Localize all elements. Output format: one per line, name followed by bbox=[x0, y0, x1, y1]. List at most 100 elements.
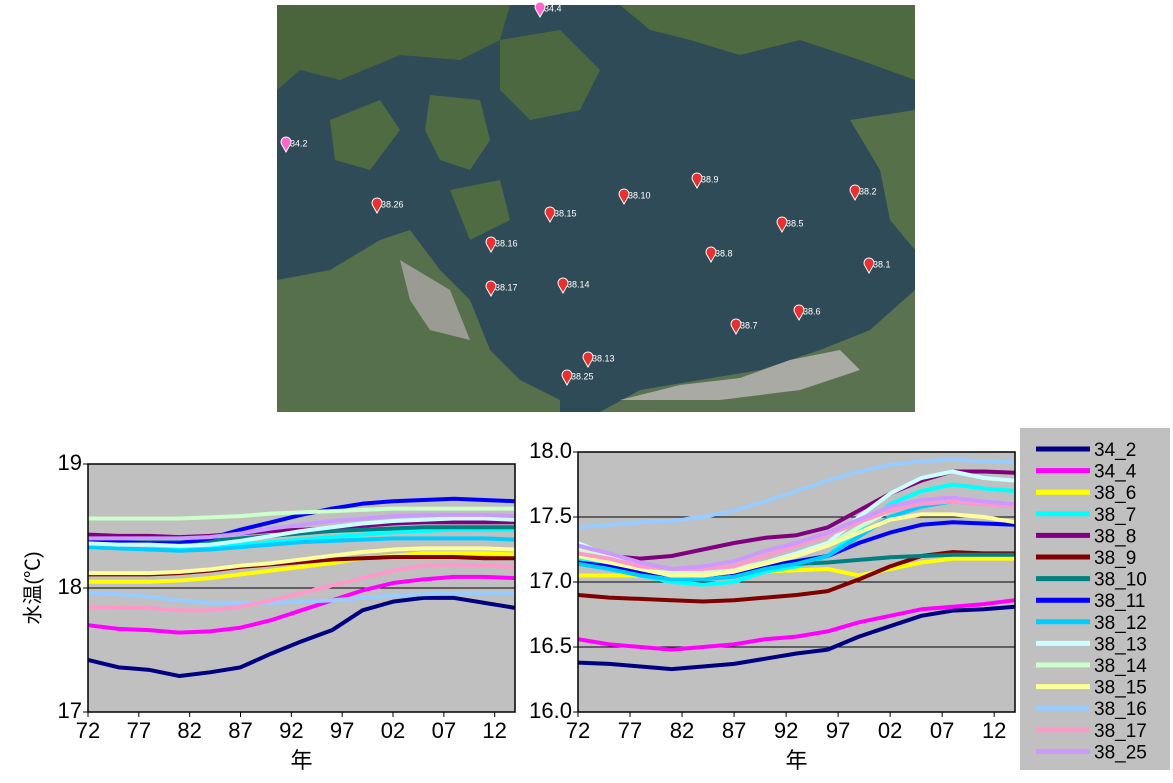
y-tick-label: 17.0 bbox=[529, 568, 572, 593]
island bbox=[425, 95, 490, 170]
map-pin bbox=[776, 216, 788, 234]
legend-label: 38_10 bbox=[1094, 570, 1147, 591]
map-pin bbox=[485, 236, 497, 254]
marker-label: 38.8 bbox=[715, 248, 733, 258]
land bbox=[620, 5, 915, 80]
map-pin bbox=[582, 351, 594, 369]
map-pin bbox=[705, 246, 717, 264]
island bbox=[500, 30, 600, 120]
city bbox=[620, 350, 860, 400]
x-tick-label: 07 bbox=[432, 718, 456, 743]
legend-label: 38_13 bbox=[1094, 634, 1147, 655]
x-tick-label: 12 bbox=[482, 718, 506, 743]
series-line bbox=[88, 546, 516, 576]
legend-label: 38_11 bbox=[1094, 591, 1145, 612]
series-line bbox=[577, 499, 1016, 571]
land bbox=[850, 110, 915, 250]
legend-label: 38_12 bbox=[1094, 613, 1147, 634]
legend-label: 38_9 bbox=[1094, 548, 1136, 569]
marker-label: 38.5 bbox=[786, 218, 804, 228]
legend-label: 38_8 bbox=[1094, 526, 1136, 547]
series-line bbox=[87, 574, 516, 635]
marker-label: 34.4 bbox=[544, 3, 562, 13]
map-pin bbox=[561, 369, 573, 387]
x-tick-label: 77 bbox=[618, 718, 642, 743]
map-pin bbox=[691, 172, 703, 190]
marker-label: 38.15 bbox=[554, 208, 577, 218]
land bbox=[277, 230, 560, 412]
series-line bbox=[577, 495, 1016, 571]
marker-label: 38.10 bbox=[628, 190, 651, 200]
map-pin bbox=[280, 136, 292, 154]
x-tick-label: 87 bbox=[228, 718, 252, 743]
marker-label: 38.17 bbox=[495, 282, 518, 292]
y-tick-label: 17 bbox=[58, 698, 82, 723]
x-tick-label: 77 bbox=[127, 718, 151, 743]
y-tick-label: 18.0 bbox=[529, 438, 572, 463]
x-tick-label: 97 bbox=[826, 718, 850, 743]
y-tick-label: 16.5 bbox=[529, 633, 572, 658]
marker-label: 38.1 bbox=[873, 259, 891, 269]
city bbox=[400, 260, 470, 340]
legend-label: 38_14 bbox=[1094, 656, 1147, 677]
legend-label: 34_4 bbox=[1094, 462, 1137, 483]
marker-label: 38.26 bbox=[381, 199, 404, 209]
island bbox=[330, 100, 400, 170]
marker-label: 38.2 bbox=[859, 186, 877, 196]
series-line bbox=[87, 562, 516, 613]
series-line bbox=[577, 512, 1016, 578]
legend: 34_234_438_638_738_838_938_1038_1138_123… bbox=[1036, 440, 1147, 763]
series-line bbox=[88, 506, 515, 521]
x-tick-label: 07 bbox=[930, 718, 954, 743]
map-pin bbox=[793, 304, 805, 322]
x-tick-label: 12 bbox=[982, 718, 1006, 743]
marker-label: 38.9 bbox=[701, 174, 719, 184]
land bbox=[600, 290, 915, 412]
land bbox=[277, 5, 510, 90]
series-line bbox=[88, 551, 516, 584]
legend-label: 38_16 bbox=[1094, 699, 1147, 720]
marker-label: 38.16 bbox=[495, 238, 518, 248]
y-tick-label: 18 bbox=[58, 574, 82, 599]
marker-label: 38.13 bbox=[592, 353, 615, 363]
x-tick-label: 92 bbox=[279, 718, 303, 743]
x-tick-label: 82 bbox=[177, 718, 201, 743]
series-line bbox=[87, 536, 516, 553]
marker-label: 38.25 bbox=[571, 371, 594, 381]
series-line bbox=[577, 598, 1016, 652]
x-tick-label: 72 bbox=[76, 718, 100, 743]
map-pin bbox=[534, 1, 546, 19]
map-pin bbox=[544, 206, 556, 224]
legend-label: 38_15 bbox=[1094, 678, 1147, 699]
plot-border bbox=[577, 451, 1016, 713]
series-line bbox=[87, 525, 515, 545]
x-tick-label: 97 bbox=[330, 718, 354, 743]
series-line bbox=[87, 590, 515, 605]
x-tick-label: 87 bbox=[722, 718, 746, 743]
x-tick-label: 02 bbox=[381, 718, 405, 743]
y-tick-label: 16.0 bbox=[529, 698, 572, 723]
x-tick-label: 72 bbox=[566, 718, 590, 743]
legend-label: 38_25 bbox=[1094, 742, 1147, 763]
marker-label: 38.7 bbox=[740, 320, 758, 330]
x-tick-label: 02 bbox=[878, 718, 902, 743]
map-pin bbox=[485, 280, 497, 298]
marker-label: 34.2 bbox=[290, 138, 308, 148]
x-axis-label: 年 bbox=[785, 748, 807, 773]
map-pin bbox=[618, 188, 630, 206]
map-pin bbox=[730, 318, 742, 336]
y-tick-label: 17.5 bbox=[529, 503, 572, 528]
x-axis-label: 年 bbox=[290, 748, 312, 773]
legend-label: 34_2 bbox=[1094, 440, 1136, 461]
legend-label: 38_17 bbox=[1094, 721, 1147, 742]
map-pin bbox=[863, 257, 875, 275]
series-line bbox=[87, 595, 516, 679]
charts: 17 18 19 72 77 82 87 92 97 02 07 12 年 水温(℃) 16.0 16.5 17… bbox=[21, 438, 1016, 773]
legend-label: 38_6 bbox=[1094, 483, 1136, 504]
series-line bbox=[577, 457, 1016, 530]
marker-label: 38.6 bbox=[803, 306, 821, 316]
y-axis-label: 水温(℃) bbox=[21, 551, 44, 624]
series-line bbox=[577, 604, 1016, 672]
